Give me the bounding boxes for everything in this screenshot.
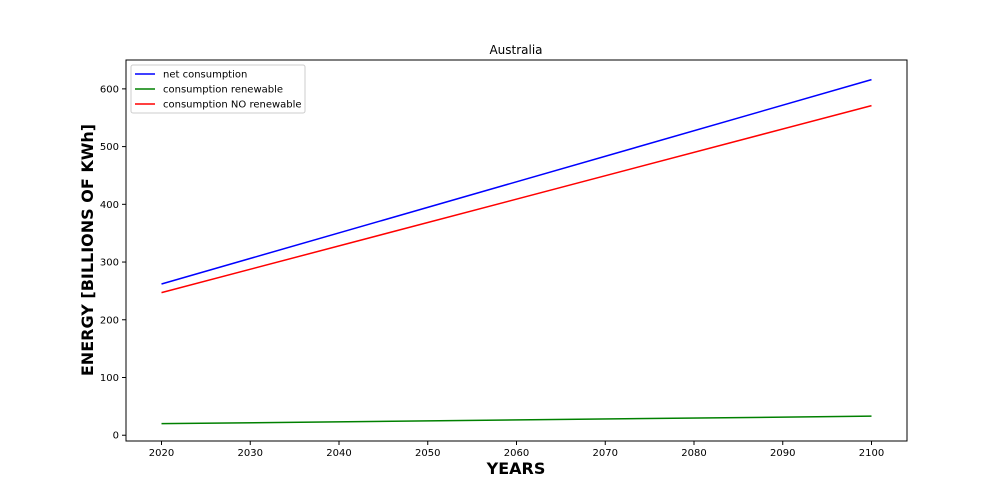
y-tick-label: 400	[100, 200, 119, 211]
x-tick-label: 2050	[415, 448, 440, 459]
x-tick-label: 2060	[504, 448, 529, 459]
legend-label-1: net consumption	[163, 70, 247, 81]
y-axis: 0 100 200 300 400 500 600	[100, 84, 126, 442]
legend-label-2: consumption renewable	[163, 85, 283, 96]
series-line-3	[161, 104, 872, 294]
x-tick-label: 2080	[681, 448, 706, 459]
y-tick-label: 500	[100, 142, 119, 153]
chart-title: Australia	[489, 43, 542, 57]
x-axis: 2020 2030 2040 2050 2060 2070 2080 2090 2100	[149, 441, 884, 459]
x-tick-label: 2020	[149, 448, 174, 459]
plot-background	[126, 60, 907, 441]
x-tick-label: 2100	[859, 448, 884, 459]
y-tick-label: 100	[100, 373, 119, 384]
x-tick-label: 2090	[770, 448, 795, 459]
x-tick-label: 2040	[326, 448, 351, 459]
legend-label-3: consumption NO renewable	[163, 100, 302, 111]
legend: net consumption consumption renewable cons…	[130, 64, 306, 114]
y-tick-label: 600	[100, 84, 119, 95]
y-axis-label: ENERGY [BILLIONS OF KWh]	[78, 124, 97, 376]
y-tick-label: 300	[100, 258, 119, 269]
series-layer	[161, 78, 872, 425]
y-tick-label: 200	[100, 315, 119, 326]
y-tick-label: 0	[113, 431, 119, 442]
series-line-1	[161, 78, 872, 285]
x-axis-label: YEARS	[486, 459, 546, 478]
x-tick-label: 2070	[593, 448, 618, 459]
series-line-2	[161, 415, 872, 425]
legend-box	[130, 64, 306, 114]
x-tick-label: 2030	[238, 448, 263, 459]
